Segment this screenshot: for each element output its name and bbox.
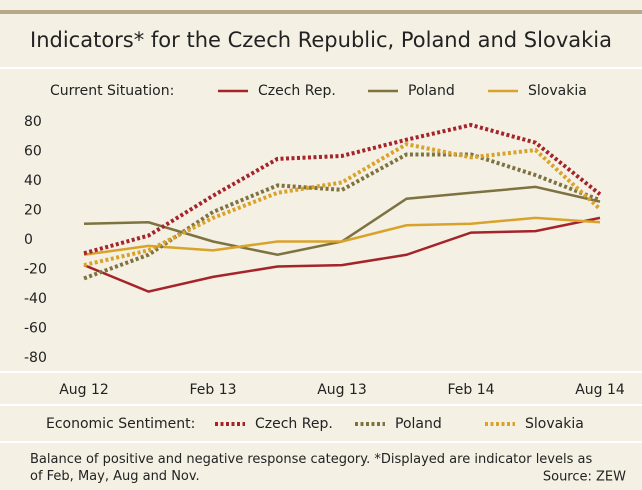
x-tick-label: Aug 13 [317,382,367,398]
y-tick-label: 0 [24,232,33,248]
top-rule [0,10,642,14]
legend-label: Czech Rep. [258,83,336,99]
legend-label: Slovakia [528,83,587,99]
x-tick-label: Feb 14 [447,382,494,398]
x-tick-label: Aug 14 [575,382,625,398]
footnote: Balance of positive and negative respons… [30,452,592,484]
x-tick-label: Feb 13 [189,382,236,398]
y-tick-label: 60 [24,144,42,160]
y-tick-label: 20 [24,203,42,219]
y-tick-label: -60 [24,321,47,337]
y-tick-label: 40 [24,173,42,189]
legend-label: Slovakia [525,416,584,432]
series-line [83,216,601,293]
legend-title: Economic Sentiment: [46,416,195,432]
x-tick-label: Aug 12 [59,382,109,398]
legend-label: Poland [395,416,442,432]
series-line [83,216,601,256]
y-tick-label: -20 [24,262,47,278]
series-line [83,122,602,256]
y-tick-label: -40 [24,291,47,307]
source: Source: ZEW [543,470,626,485]
legend-label: Czech Rep. [255,416,333,432]
chart-title: Indicators* for the Czech Republic, Pola… [30,28,612,52]
legend-label: Poland [408,83,455,99]
y-tick-label: 80 [24,114,42,130]
y-tick-label: -80 [24,350,47,366]
legend-title: Current Situation: [50,83,174,99]
series-line [83,142,602,268]
